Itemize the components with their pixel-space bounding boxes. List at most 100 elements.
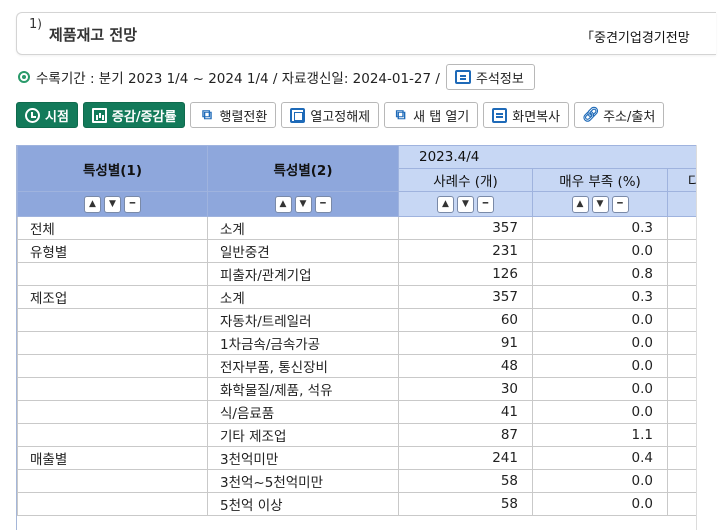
copy-icon (492, 107, 508, 123)
truncated-cell (667, 308, 696, 332)
target-icon (18, 71, 30, 83)
truncated-cell (667, 262, 696, 286)
note-label: 주석정보 (475, 71, 524, 87)
table-row: 피출자/관계기업 126 0.8 (17, 262, 696, 286)
row-group-cell: 매출별 (17, 446, 208, 470)
note-button[interactable]: 주석정보 (445, 64, 535, 90)
truncated-cell (667, 446, 696, 470)
row-label-cell: 일반중견 (207, 239, 399, 263)
timepoint-label: 시점 (45, 109, 69, 125)
page-title: 제품재고 전망 (49, 26, 138, 44)
truncated-cell (667, 400, 696, 424)
very-short-cell: 0.8 (532, 262, 668, 286)
very-short-cell: 0.0 (532, 377, 668, 401)
table-row: 화학물질/제품, 석유 30 0.0 (17, 377, 696, 401)
unfreeze-button[interactable]: 열고정해제 (281, 102, 380, 128)
table-row: 기타 제조업 87 1.1 (17, 423, 696, 447)
truncated-cell (667, 469, 696, 493)
very-short-cell: 0.0 (532, 308, 668, 332)
minus-icon[interactable]: ━ (477, 195, 494, 213)
table-row: 식/음료품 41 0.0 (17, 400, 696, 424)
chevron-up-icon[interactable]: ▲ (84, 195, 101, 213)
pivot-label: 행렬전환 (219, 109, 268, 125)
truncated-cell (667, 492, 696, 516)
chevron-up-icon[interactable]: ▲ (571, 195, 589, 213)
period-info: 수록기간 : 분기 2023 1/4 ~ 2024 1/4 / 자료갱신일: 2… (18, 64, 535, 90)
count-cell: 60 (398, 308, 533, 332)
row-label-cell: 소계 (207, 216, 399, 240)
very-short-cell: 0.0 (532, 492, 668, 516)
row-group-cell (17, 492, 208, 516)
truncated-cell (667, 331, 696, 355)
link-icon: 🔗︎ (581, 107, 600, 123)
minus-icon[interactable]: ━ (611, 195, 629, 213)
count-cell: 357 (398, 216, 533, 240)
sort-controls-measure1: ▲ ▼ ━ (398, 191, 533, 217)
count-cell: 241 (398, 446, 533, 470)
row-label-cell: 3천억미만 (207, 446, 399, 470)
count-cell: 58 (398, 469, 533, 493)
pivot-button[interactable]: ⧉ 행렬전환 (190, 102, 277, 128)
title-box: 1) 제품재고 전망 「중견기업경기전망 (16, 12, 716, 55)
chevron-down-icon[interactable]: ▼ (294, 195, 312, 213)
row-group-cell (17, 469, 208, 493)
address-label: 주소/출처 (603, 109, 656, 125)
truncated-cell (667, 354, 696, 378)
count-cell: 231 (398, 239, 533, 263)
data-table: 특성별(1) 특성별(2) 2023.4/4 사례수 (개) 매우 부족 (%)… (16, 145, 697, 530)
toolbar: 시점 증감/증감률 ⧉ 행렬전환 열고정해제 ⧉ 새 탭 열기 화면복사 🔗︎ … (16, 102, 669, 128)
very-short-cell: 0.0 (532, 469, 668, 493)
copy-screen-button[interactable]: 화면복사 (483, 102, 570, 128)
copy-screen-label: 화면복사 (512, 109, 561, 125)
title-number: 1) (29, 17, 42, 32)
address-button[interactable]: 🔗︎ 주소/출처 (574, 102, 665, 128)
change-rate-label: 증감/증감률 (111, 109, 177, 125)
timepoint-button[interactable]: 시점 (16, 102, 78, 128)
clock-icon (25, 107, 40, 123)
row-label-cell: 피출자/관계기업 (207, 262, 399, 286)
row-label-cell: 화학물질/제품, 석유 (207, 377, 399, 401)
row-group-cell (17, 423, 208, 447)
table-row: 제조업 소계 357 0.3 (17, 285, 696, 309)
bar-chart-icon (91, 107, 107, 123)
header-measure1: 사례수 (개) (398, 168, 533, 192)
table-row: 5천억 이상 58 0.0 (17, 492, 696, 516)
truncated-cell (667, 377, 696, 401)
count-cell: 87 (398, 423, 533, 447)
very-short-cell: 0.0 (532, 331, 668, 355)
very-short-cell: 0.3 (532, 285, 668, 309)
row-group-cell: 제조업 (17, 285, 208, 309)
table-row: 전체 소계 357 0.3 (17, 216, 696, 240)
chevron-down-icon[interactable]: ▼ (591, 195, 609, 213)
change-rate-button[interactable]: 증감/증감률 (82, 102, 186, 128)
chevron-up-icon[interactable]: ▲ (274, 195, 292, 213)
table-row: 3천억~5천억미만 58 0.0 (17, 469, 696, 493)
row-group-cell (17, 377, 208, 401)
row-label-cell: 5천억 이상 (207, 492, 399, 516)
chevron-down-icon[interactable]: ▼ (457, 195, 474, 213)
row-label-cell: 기타 제조업 (207, 423, 399, 447)
count-cell: 91 (398, 331, 533, 355)
header-period: 2023.4/4 (398, 145, 696, 169)
very-short-cell: 1.1 (532, 423, 668, 447)
new-tab-icon: ⧉ (395, 107, 406, 123)
row-group-cell (17, 354, 208, 378)
unfreeze-label: 열고정해제 (310, 109, 371, 125)
minus-icon[interactable]: ━ (314, 195, 332, 213)
very-short-cell: 0.0 (532, 400, 668, 424)
table-row: 자동차/트레일러 60 0.0 (17, 308, 696, 332)
table-row: 전자부품, 통신장비 48 0.0 (17, 354, 696, 378)
row-group-cell (17, 331, 208, 355)
header-col1: 특성별(1) (17, 145, 208, 192)
new-tab-button[interactable]: ⧉ 새 탭 열기 (384, 102, 479, 128)
chevron-up-icon[interactable]: ▲ (437, 195, 454, 213)
source-label: 「중견기업경기전망 (581, 31, 690, 46)
row-group-cell (17, 262, 208, 286)
minus-icon[interactable]: ━ (124, 195, 141, 213)
row-label-cell: 1차금속/금속가공 (207, 331, 399, 355)
chevron-down-icon[interactable]: ▼ (104, 195, 121, 213)
table-row: 매출별 3천억미만 241 0.4 (17, 446, 696, 470)
truncated-cell (667, 216, 696, 240)
count-cell: 357 (398, 285, 533, 309)
row-group-cell (17, 400, 208, 424)
